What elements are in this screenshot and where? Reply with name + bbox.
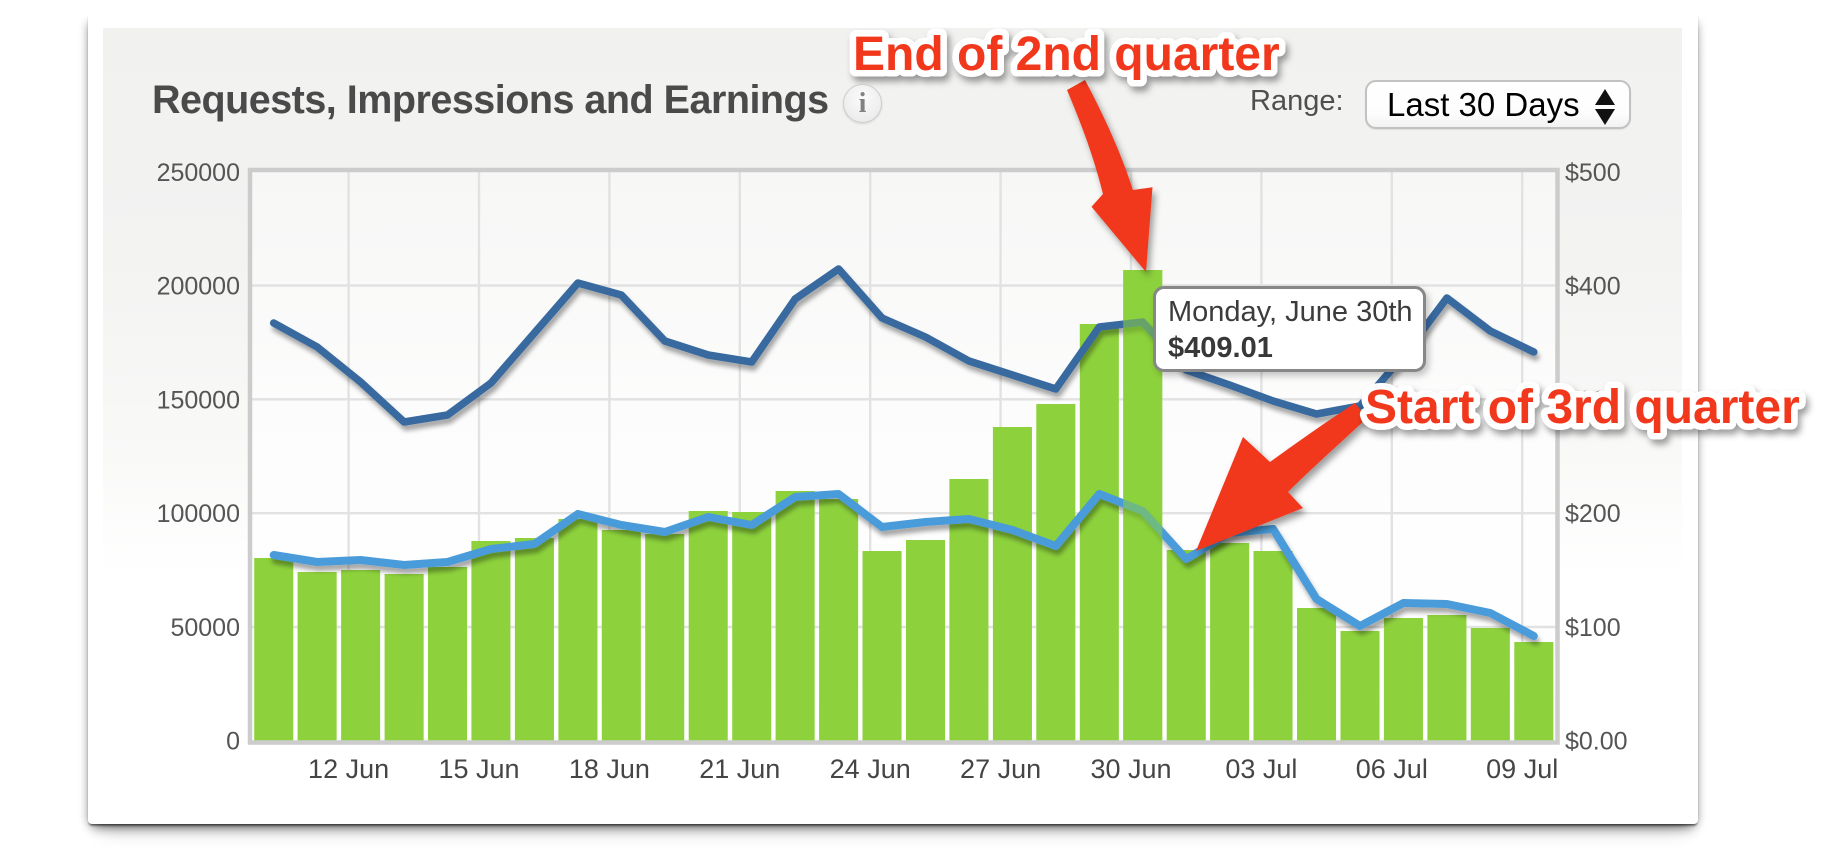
svg-text:18 Jun: 18 Jun [569, 754, 650, 784]
svg-text:$0.00: $0.00 [1565, 728, 1628, 756]
svg-text:09 Jul: 09 Jul [1486, 754, 1558, 784]
svg-text:06 Jul: 06 Jul [1356, 754, 1428, 784]
svg-text:0: 0 [226, 728, 240, 756]
svg-text:$100: $100 [1565, 614, 1621, 642]
svg-text:$400: $400 [1565, 273, 1621, 301]
svg-text:$300: $300 [1565, 386, 1621, 414]
svg-text:24 Jun: 24 Jun [830, 754, 911, 784]
svg-text:$200: $200 [1565, 500, 1621, 528]
svg-text:12 Jun: 12 Jun [308, 754, 389, 784]
svg-text:250000: 250000 [157, 159, 240, 187]
svg-text:30 Jun: 30 Jun [1090, 754, 1171, 784]
svg-text:200000: 200000 [157, 273, 240, 301]
svg-text:150000: 150000 [157, 386, 240, 414]
svg-text:21 Jun: 21 Jun [699, 754, 780, 784]
svg-text:$500: $500 [1565, 159, 1621, 187]
svg-text:27 Jun: 27 Jun [960, 754, 1041, 784]
svg-text:15 Jun: 15 Jun [438, 754, 519, 784]
svg-text:End of 2nd quarter: End of 2nd quarter [853, 28, 1280, 81]
svg-text:Start of 3rd quarter: Start of 3rd quarter [1365, 381, 1800, 434]
svg-text:03 Jul: 03 Jul [1225, 754, 1297, 784]
svg-text:100000: 100000 [157, 500, 240, 528]
svg-text:50000: 50000 [170, 614, 240, 642]
